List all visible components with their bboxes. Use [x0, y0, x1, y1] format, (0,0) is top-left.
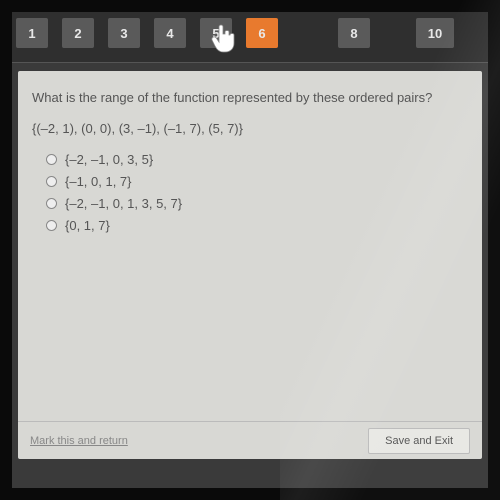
save-exit-button[interactable]: Save and Exit [368, 428, 470, 454]
radio-icon[interactable] [46, 198, 57, 209]
radio-icon[interactable] [46, 154, 57, 165]
option-a-text: {–2, –1, 0, 3, 5} [65, 152, 153, 167]
question-nav: 1 2 3 4 5 6 8 10 [12, 12, 488, 63]
option-c-text: {–2, –1, 0, 1, 3, 5, 7} [65, 196, 182, 211]
option-b-text: {–1, 0, 1, 7} [65, 174, 132, 189]
question-prompt: What is the range of the function repres… [32, 89, 468, 107]
option-d-text: {0, 1, 7} [65, 218, 110, 233]
nav-q10[interactable]: 10 [416, 18, 454, 48]
answer-options: {–2, –1, 0, 3, 5} {–1, 0, 1, 7} {–2, –1,… [46, 152, 468, 233]
nav-q2[interactable]: 2 [62, 18, 94, 48]
nav-q3[interactable]: 3 [108, 18, 140, 48]
nav-q8[interactable]: 8 [338, 18, 370, 48]
nav-q1[interactable]: 1 [16, 18, 48, 48]
screen: 1 2 3 4 5 6 8 10 What is the range of th… [12, 12, 488, 488]
nav-q6[interactable]: 6 [246, 18, 278, 48]
option-d[interactable]: {0, 1, 7} [46, 218, 468, 233]
card-footer: Mark this and return Save and Exit [18, 421, 482, 459]
nav-q5[interactable]: 5 [200, 18, 232, 48]
radio-icon[interactable] [46, 220, 57, 231]
question-card: What is the range of the function repres… [18, 71, 482, 459]
option-c[interactable]: {–2, –1, 0, 1, 3, 5, 7} [46, 196, 468, 211]
nav-q4[interactable]: 4 [154, 18, 186, 48]
radio-icon[interactable] [46, 176, 57, 187]
ordered-pairs: {(–2, 1), (0, 0), (3, –1), (–1, 7), (5, … [32, 121, 468, 136]
option-a[interactable]: {–2, –1, 0, 3, 5} [46, 152, 468, 167]
option-b[interactable]: {–1, 0, 1, 7} [46, 174, 468, 189]
mark-return-link[interactable]: Mark this and return [30, 435, 128, 447]
